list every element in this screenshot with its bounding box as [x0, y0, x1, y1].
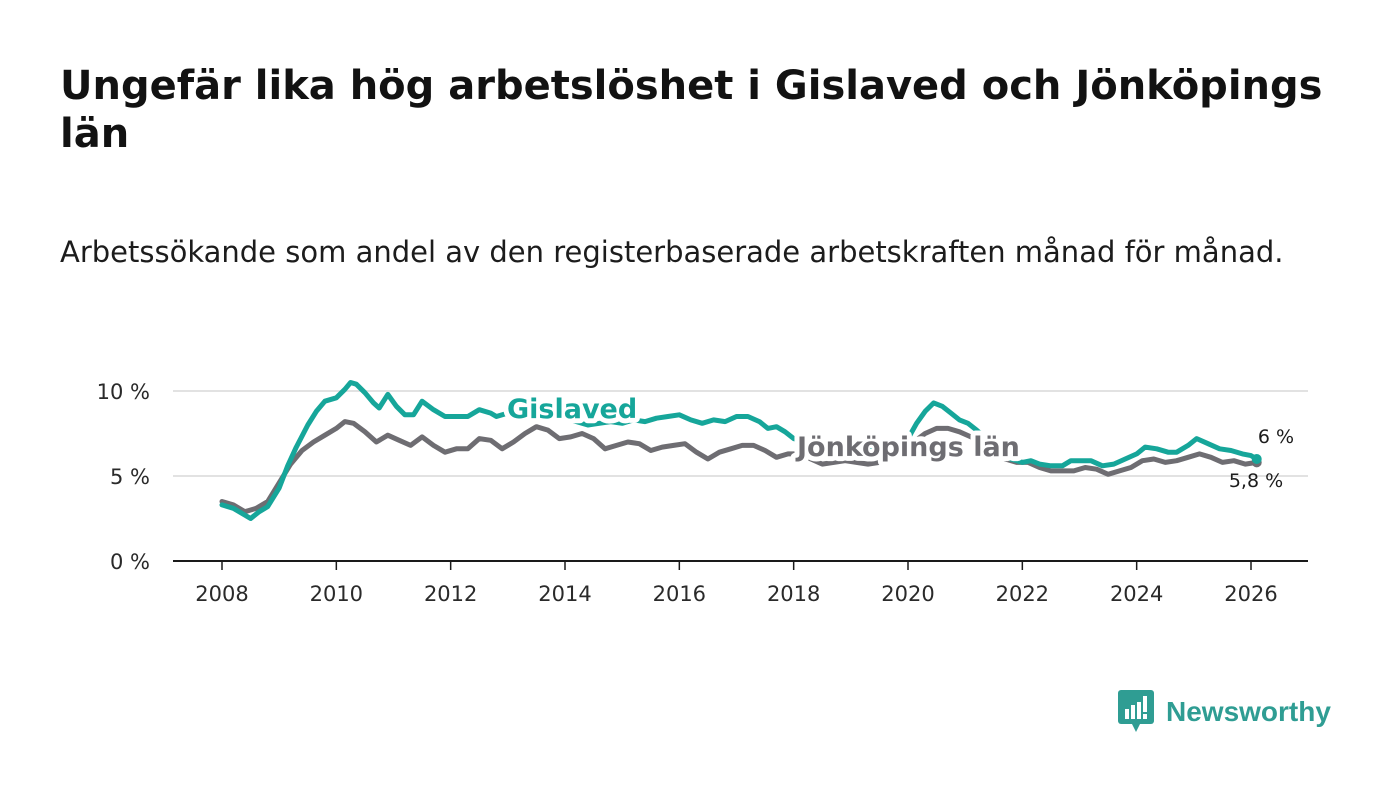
end-label-jonkopings-lan: 5,8 %: [1229, 470, 1283, 492]
x-tick-label: 2024: [1110, 582, 1163, 606]
y-tick-label: 5 %: [110, 465, 150, 489]
y-tick-label: 10 %: [97, 380, 150, 404]
y-tick-label: 0 %: [110, 550, 150, 574]
brand-name: Newsworthy: [1166, 696, 1331, 727]
y-axis-ticks: 0 % 5 % 10 %: [97, 380, 150, 574]
newsworthy-logo-icon: [1118, 690, 1154, 732]
series-endpoint: [1251, 454, 1262, 464]
x-tick-label: 2022: [996, 582, 1049, 606]
series-label-gislaved-halo: Gislaved: [507, 394, 637, 425]
series-label-gislaved: Gislaved: [507, 394, 637, 425]
x-tick-label: 2012: [424, 582, 477, 606]
x-tick-label: 2014: [538, 582, 591, 606]
x-axis-ticks: 2008 2010 2012 2014 2016 2018 2020 2022 2024 2026: [195, 561, 1278, 606]
newsworthy-brand: Newsworthy: [1118, 690, 1331, 734]
chart-subtitle: Arbetssökande som andel av den registerb…: [60, 235, 1284, 269]
x-tick-label: 2008: [195, 582, 248, 606]
x-tick-label: 2018: [767, 582, 820, 606]
x-tick-label: 2026: [1224, 582, 1277, 606]
series-lines: [219, 380, 1262, 521]
x-tick-label: 2016: [653, 582, 706, 606]
series-label-jonkopings-lan: Jönköpings län: [795, 432, 1020, 463]
series-line-gislaved: [219, 380, 1260, 521]
series-label-jonkopings-lan-halo: Jönköpings län: [795, 432, 1020, 463]
chart-title: Ungefär lika hög arbetslöshet i Gislaved…: [60, 63, 1323, 157]
series-line-jonkopings-lan: [219, 419, 1260, 515]
x-tick-label: 2020: [881, 582, 934, 606]
end-label-gislaved: 6 %: [1258, 426, 1294, 448]
x-tick-label: 2010: [310, 582, 363, 606]
